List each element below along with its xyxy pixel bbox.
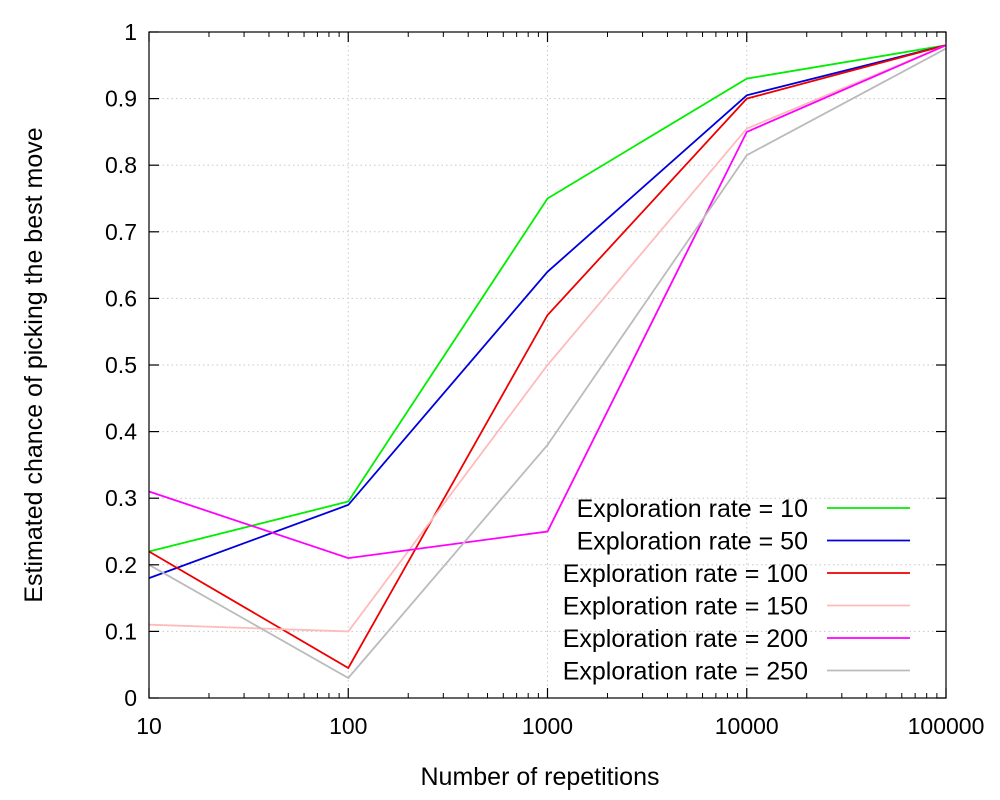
y-tick-label: 0.4 (105, 419, 137, 445)
y-axis-label: Estimated chance of picking the best mov… (20, 127, 48, 602)
legend-label: Exploration rate = 10 (577, 495, 808, 523)
x-tick-label: 10 (136, 713, 162, 739)
y-tick-label: 0.3 (105, 485, 137, 511)
y-tick-label: 0.2 (105, 552, 137, 578)
series-line-0 (148, 44, 947, 553)
legend-label: Exploration rate = 250 (563, 658, 808, 686)
y-tick-label: 0.1 (105, 618, 137, 644)
legend: Exploration rate = 10 Exploration rate = … (563, 495, 910, 686)
x-tick-label: 10000 (715, 713, 779, 739)
series-line-4 (148, 44, 947, 560)
series-line-5 (148, 47, 947, 680)
x-tick-label: 100000 (908, 713, 985, 739)
axis-ticks (148, 31, 947, 699)
x-tick-label: 1000 (522, 713, 573, 739)
series-lines (148, 44, 947, 680)
y-tick-label: 0 (124, 685, 137, 711)
x-tick-label: 100 (329, 713, 367, 739)
legend-label: Exploration rate = 150 (563, 593, 808, 621)
y-tick-label: 0.6 (105, 285, 137, 311)
y-tick-label: 0.8 (105, 152, 137, 178)
legend-label: Exploration rate = 50 (577, 528, 808, 556)
y-axis-tick-labels: 0 0.1 0.2 0.3 0.4 0.5 0.6 0.7 0.8 0.9 1 (105, 19, 137, 711)
x-axis-label: Number of repetitions (420, 763, 659, 791)
y-tick-label: 0.9 (105, 86, 137, 112)
series-line-1 (148, 44, 947, 579)
x-axis-tick-labels: 10 100 1000 10000 100000 (136, 713, 984, 739)
legend-label: Exploration rate = 200 (563, 625, 808, 653)
y-tick-label: 1 (124, 19, 137, 45)
legend-label: Exploration rate = 100 (563, 560, 808, 588)
y-tick-label: 0.5 (105, 352, 137, 378)
series-line-3 (148, 44, 947, 633)
y-tick-label: 0.7 (105, 219, 137, 245)
